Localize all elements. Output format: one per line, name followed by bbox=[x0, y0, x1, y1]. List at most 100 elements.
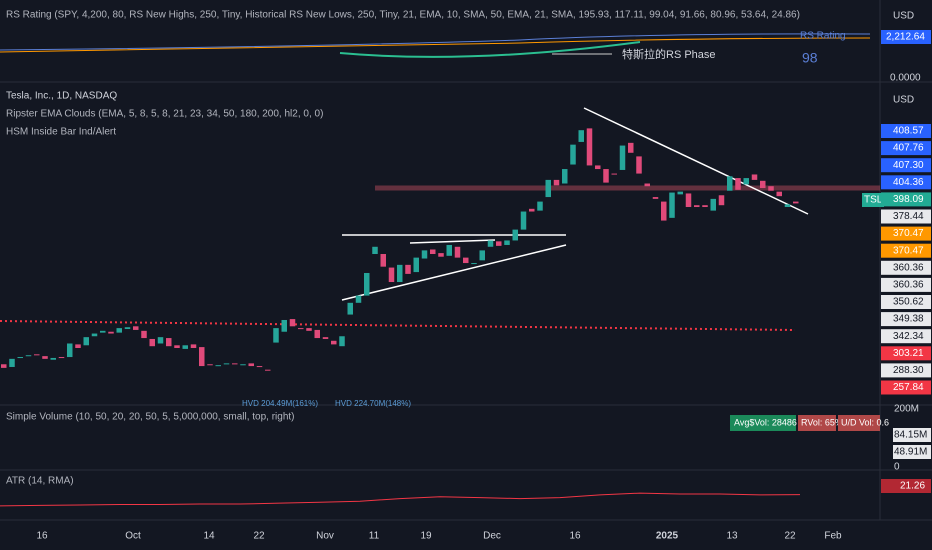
candle bbox=[265, 369, 271, 371]
candle bbox=[141, 330, 147, 339]
candle bbox=[273, 328, 279, 343]
price-label: 398.09 bbox=[893, 194, 924, 205]
indicator: HSM Inside Bar Ind/Alert bbox=[6, 127, 116, 138]
candle bbox=[207, 364, 213, 366]
candle bbox=[166, 338, 172, 347]
candle bbox=[67, 343, 73, 358]
atr-header: ATR (14, RMA) bbox=[6, 476, 74, 487]
price-label: 407.76 bbox=[893, 143, 924, 154]
candle bbox=[644, 183, 650, 187]
candle bbox=[628, 142, 634, 153]
candle bbox=[116, 328, 122, 333]
price-label-bg bbox=[881, 192, 931, 207]
vol-axis-label: 84.15M bbox=[894, 430, 927, 441]
price-label-bg bbox=[881, 243, 931, 258]
vol-axis-label: 200M bbox=[894, 404, 919, 415]
main-title: Tesla, Inc., 1D, NASDAQ bbox=[6, 91, 117, 102]
x-axis-label: Dec bbox=[483, 531, 501, 542]
candle bbox=[133, 326, 139, 330]
candle bbox=[248, 363, 254, 367]
x-axis-label: 11 bbox=[369, 531, 380, 542]
candle bbox=[388, 267, 395, 283]
currency: USD bbox=[893, 11, 914, 22]
price-label: 404.36 bbox=[893, 177, 924, 188]
rs-value: 2,212.64 bbox=[886, 32, 925, 43]
candle bbox=[570, 144, 576, 165]
price-label: 257.84 bbox=[893, 382, 924, 393]
rs-line bbox=[0, 33, 871, 51]
candle bbox=[289, 319, 296, 327]
candle bbox=[768, 186, 774, 191]
candle bbox=[281, 319, 287, 332]
indicator: Ripster EMA Clouds (EMA, 5, 8, 5, 8, 21,… bbox=[6, 109, 323, 120]
volume-header: Simple Volume (10, 50, 20, 20, 50, 5, 5,… bbox=[6, 412, 295, 423]
price-label: 350.62 bbox=[893, 297, 924, 308]
hvd: HVD 224.70M(148%) bbox=[335, 399, 411, 408]
candle bbox=[504, 240, 510, 245]
candle bbox=[347, 302, 353, 315]
candle bbox=[669, 192, 675, 218]
candle bbox=[718, 195, 725, 206]
candle bbox=[25, 355, 32, 357]
rs-phase bbox=[339, 41, 641, 58]
price-label-bg bbox=[881, 175, 931, 190]
rs-series-label: RS Rating bbox=[800, 31, 846, 42]
candle bbox=[413, 257, 419, 273]
price-label: 370.47 bbox=[893, 245, 924, 256]
candle bbox=[603, 169, 609, 183]
vol-label-bg bbox=[893, 445, 931, 459]
candle bbox=[578, 130, 584, 142]
candle bbox=[545, 179, 551, 198]
x-axis-label: Oct bbox=[125, 531, 141, 542]
candle bbox=[42, 356, 48, 359]
rs-value-bg bbox=[881, 30, 931, 44]
avg-vol: Avg$Vol: 28486 M bbox=[734, 417, 807, 427]
candle bbox=[182, 345, 188, 349]
candle bbox=[776, 191, 782, 197]
candle bbox=[760, 180, 766, 189]
candle bbox=[743, 178, 749, 185]
candle bbox=[562, 169, 568, 184]
price-label: 360.36 bbox=[893, 262, 924, 273]
candle bbox=[537, 201, 543, 211]
candle bbox=[9, 358, 15, 367]
currency: USD bbox=[893, 95, 914, 106]
vol-label-bg bbox=[893, 428, 931, 442]
candle bbox=[83, 337, 89, 346]
candle bbox=[256, 366, 263, 368]
candle bbox=[149, 338, 155, 347]
candle bbox=[446, 244, 452, 256]
candle bbox=[157, 337, 164, 344]
candle bbox=[75, 344, 81, 349]
x-axis-label: 16 bbox=[569, 531, 581, 542]
rs-zero: 0.0000 bbox=[890, 73, 921, 84]
candle bbox=[611, 173, 617, 175]
candle bbox=[91, 333, 98, 337]
candle bbox=[487, 240, 494, 247]
candle bbox=[223, 363, 230, 365]
candle bbox=[58, 357, 65, 359]
x-axis-label: Feb bbox=[824, 531, 842, 542]
candle bbox=[652, 197, 659, 199]
candle bbox=[751, 174, 758, 180]
rs-header: RS Rating (SPY, 4,200, 80, RS New Highs,… bbox=[6, 10, 800, 21]
price-label-bg bbox=[881, 226, 931, 241]
vol-axis-label: 0 bbox=[894, 462, 900, 473]
trendlines bbox=[341, 107, 809, 301]
pane-separators bbox=[0, 0, 932, 521]
badge bbox=[798, 415, 836, 431]
symbol-bg bbox=[862, 193, 884, 207]
candle bbox=[124, 327, 131, 330]
candle bbox=[520, 211, 527, 230]
price-label: 370.47 bbox=[893, 228, 924, 239]
price-label: 378.44 bbox=[893, 211, 924, 222]
candle bbox=[306, 328, 312, 331]
price-label-bg bbox=[881, 363, 931, 378]
candle bbox=[322, 337, 329, 339]
candle bbox=[463, 257, 469, 264]
candle bbox=[34, 354, 40, 356]
x-axis-label: 19 bbox=[420, 531, 432, 542]
candle bbox=[174, 345, 180, 349]
candle bbox=[339, 336, 345, 347]
